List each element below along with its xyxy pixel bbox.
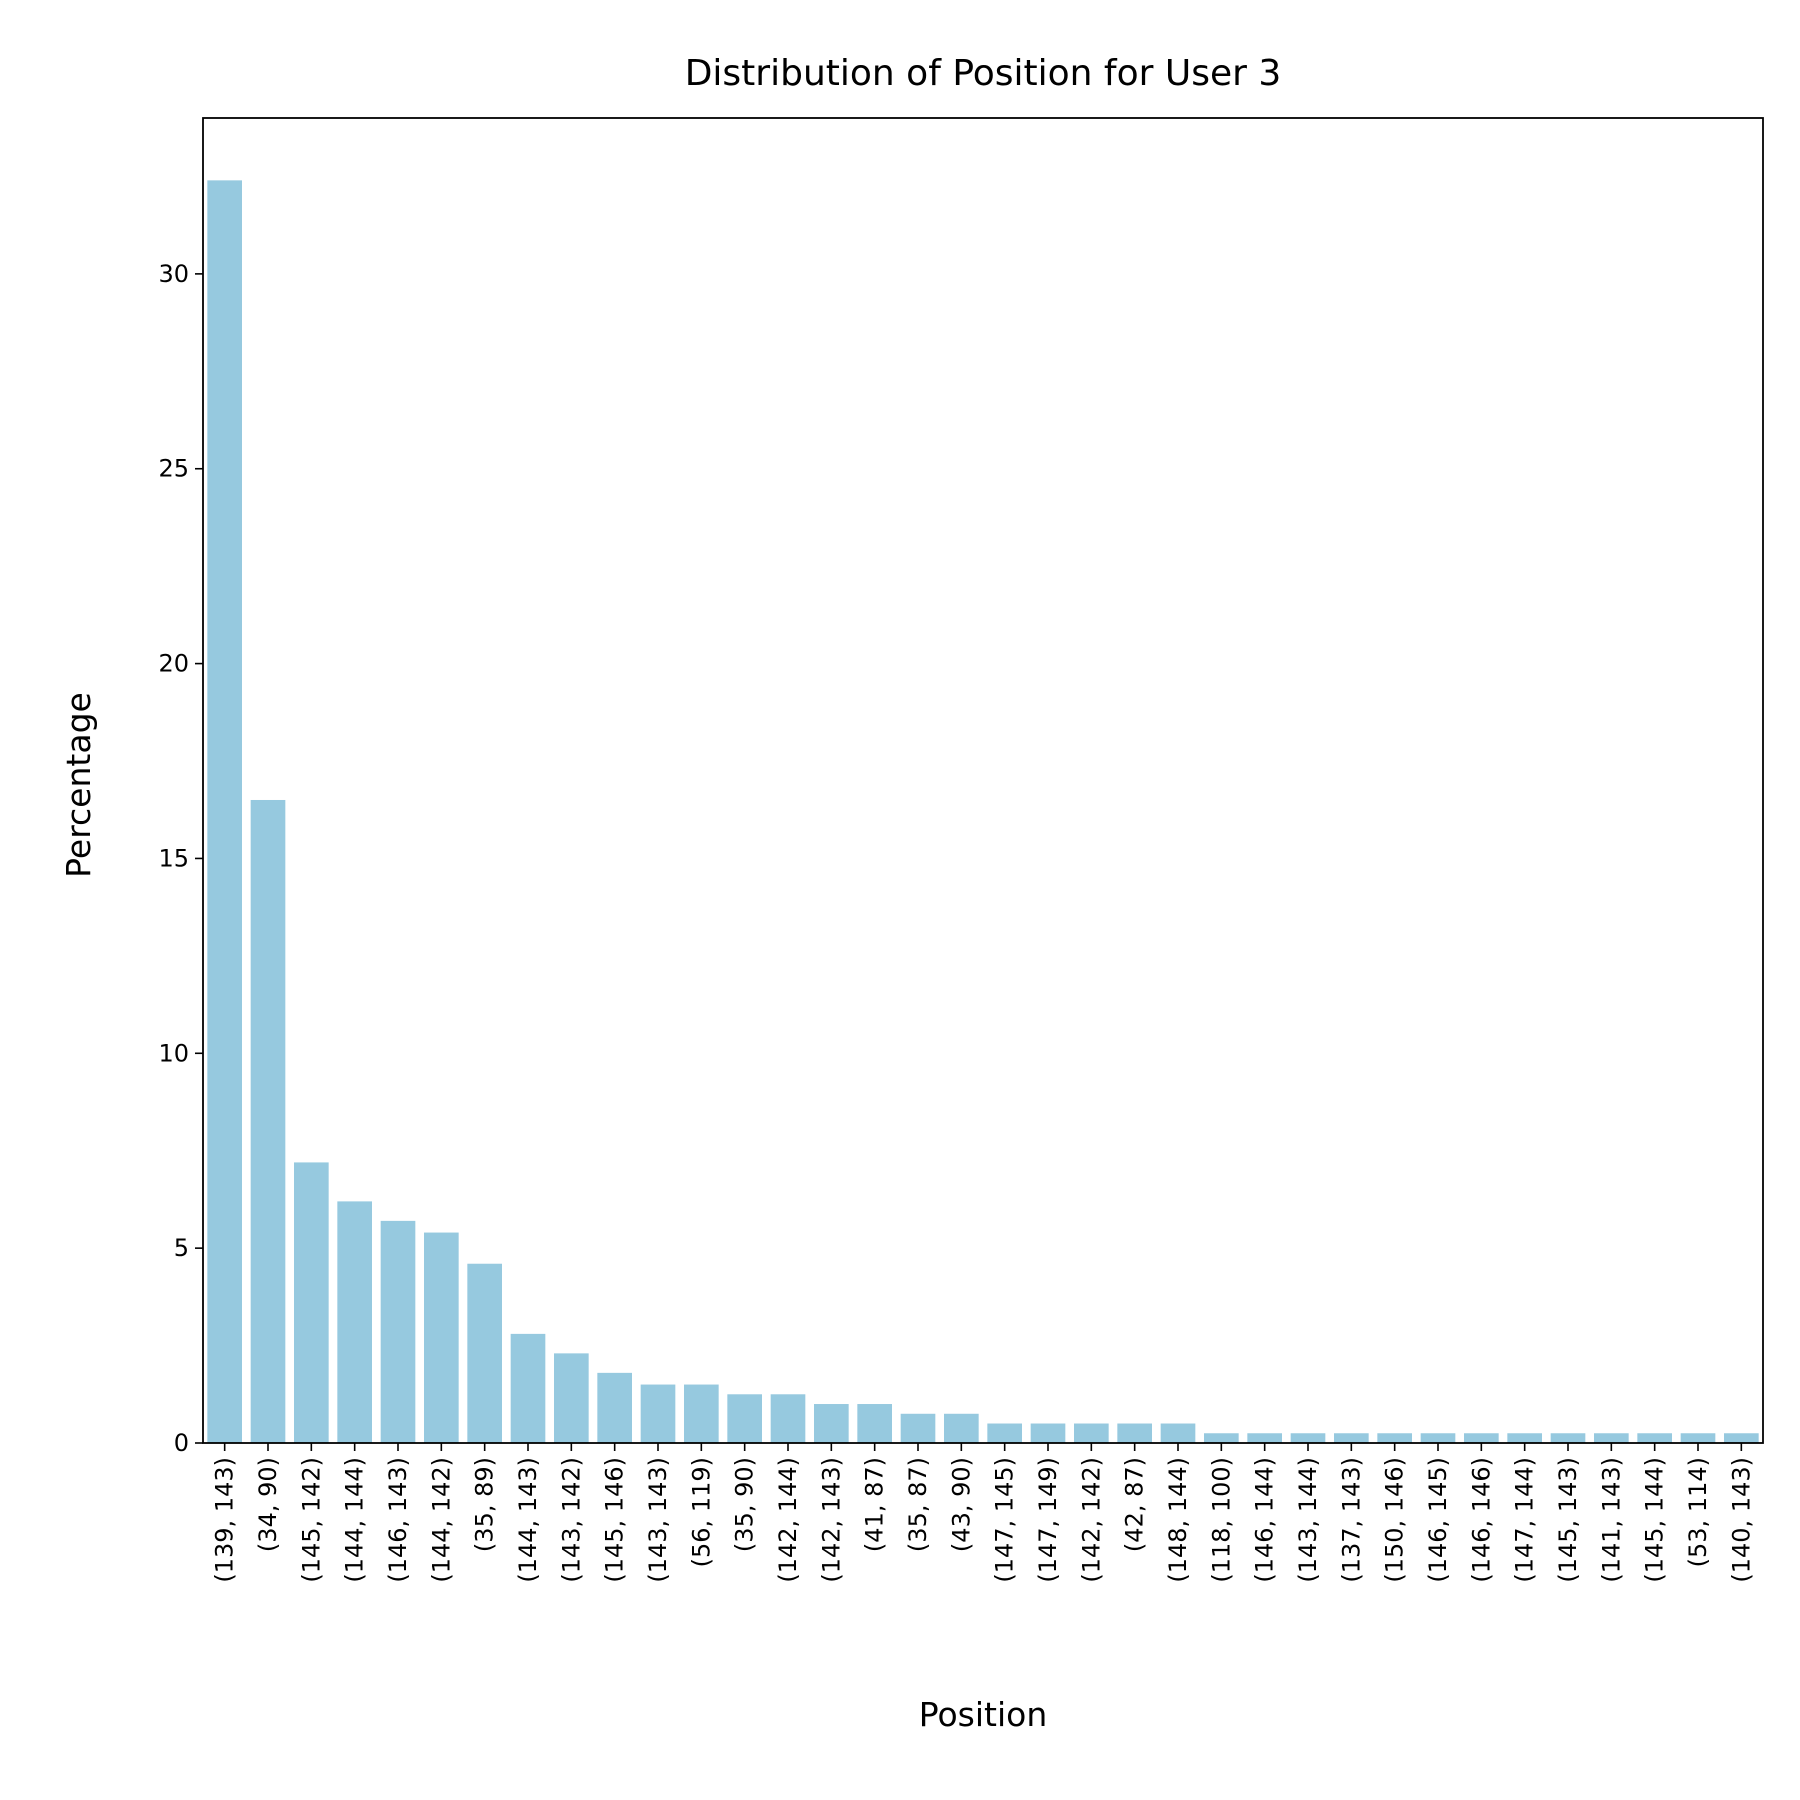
- x-tick-label: (56, 119): [687, 1457, 715, 1567]
- x-tick-label: (143, 143): [644, 1457, 672, 1583]
- x-tick-label: (145, 142): [297, 1457, 325, 1583]
- x-tick-label: (137, 143): [1337, 1457, 1365, 1583]
- bar: [250, 799, 286, 1443]
- x-tick-label: (142, 144): [774, 1457, 802, 1583]
- bar: [987, 1423, 1022, 1443]
- x-tick-label: (139, 143): [211, 1457, 239, 1583]
- y-tick-label: 25: [158, 455, 189, 483]
- y-axis: 0 5 10 15 20 25 30: [158, 260, 203, 1457]
- bar: [1334, 1433, 1369, 1443]
- bar: [554, 1353, 589, 1443]
- x-axis: (139, 143) (34, 90) (145, 142) (144, 144) (1…: [211, 1443, 1755, 1583]
- plot-frame: [202, 117, 1764, 1444]
- bar: [597, 1372, 632, 1443]
- x-tick-label: (146, 144): [1251, 1457, 1279, 1583]
- x-tick-label: (146, 143): [384, 1457, 412, 1583]
- x-tick-label: (144, 142): [427, 1457, 455, 1583]
- bar: [207, 180, 242, 1444]
- bar: [640, 1384, 676, 1443]
- x-tick-label: (146, 146): [1467, 1457, 1495, 1583]
- bar: [1507, 1433, 1542, 1443]
- bar: [1680, 1433, 1716, 1443]
- chart-title: Distribution of Position for User 3: [685, 53, 1282, 94]
- x-tick-label: (35, 87): [904, 1457, 932, 1552]
- bar: [337, 1201, 372, 1443]
- bar: [1074, 1423, 1109, 1443]
- bars-group: [207, 180, 1759, 1444]
- x-tick-label: (142, 142): [1077, 1457, 1105, 1583]
- x-tick-label: (35, 89): [471, 1457, 499, 1552]
- bar: [900, 1413, 936, 1443]
- y-tick-label: 30: [158, 260, 189, 288]
- bar: [1464, 1433, 1499, 1443]
- y-tick-label: 0: [174, 1429, 189, 1457]
- bar: [1030, 1423, 1066, 1443]
- x-tick-label: (147, 144): [1511, 1457, 1539, 1583]
- bar: [1247, 1433, 1282, 1443]
- y-tick-label: 10: [158, 1039, 189, 1067]
- x-tick-label: (145, 143): [1554, 1457, 1582, 1583]
- x-tick-label: (147, 145): [991, 1457, 1019, 1583]
- x-tick-label: (150, 146): [1381, 1457, 1409, 1583]
- bar: [1160, 1423, 1196, 1443]
- bar: [510, 1333, 546, 1443]
- x-tick-label: (144, 143): [514, 1457, 542, 1583]
- bar: [1594, 1433, 1629, 1443]
- bar: [1117, 1423, 1152, 1443]
- bar: [1724, 1433, 1759, 1443]
- y-axis-label: Percentage: [59, 692, 98, 878]
- bar: [1420, 1433, 1456, 1443]
- x-tick-label: (34, 90): [254, 1457, 282, 1552]
- x-tick-label: (141, 143): [1597, 1457, 1625, 1583]
- x-tick-label: (142, 143): [817, 1457, 845, 1583]
- x-tick-label: (145, 144): [1641, 1457, 1669, 1583]
- bar: [727, 1394, 762, 1443]
- bar: [684, 1384, 719, 1443]
- x-tick-label: (144, 144): [341, 1457, 369, 1583]
- bar: [1377, 1433, 1412, 1443]
- bar: [467, 1263, 502, 1443]
- x-tick-label: (145, 146): [601, 1457, 629, 1583]
- bar: [1550, 1433, 1586, 1443]
- x-tick-label: (146, 145): [1424, 1457, 1452, 1583]
- x-tick-label: (148, 144): [1164, 1457, 1192, 1583]
- x-axis-label: Position: [919, 1695, 1048, 1734]
- bar: [814, 1404, 849, 1443]
- x-tick-label: (42, 87): [1121, 1457, 1149, 1552]
- bar: [857, 1404, 892, 1443]
- x-tick-label: (140, 143): [1727, 1457, 1755, 1583]
- x-tick-label: (118, 100): [1207, 1457, 1235, 1583]
- bar: [1204, 1433, 1239, 1443]
- bar: [424, 1232, 459, 1443]
- x-tick-label: (143, 142): [557, 1457, 585, 1583]
- x-tick-label: (143, 144): [1294, 1457, 1322, 1583]
- y-tick-label: 20: [158, 650, 189, 678]
- x-tick-label: (35, 90): [731, 1457, 759, 1552]
- bar: [944, 1413, 979, 1443]
- y-tick-label: 15: [158, 844, 189, 872]
- x-tick-label: (41, 87): [861, 1457, 889, 1552]
- bar: [1290, 1433, 1326, 1443]
- x-tick-label: (53, 114): [1684, 1457, 1712, 1567]
- x-tick-label: (43, 90): [947, 1457, 975, 1552]
- bar: [294, 1162, 329, 1443]
- bar: [380, 1220, 416, 1443]
- y-tick-label: 5: [174, 1234, 189, 1262]
- bar: [1637, 1433, 1672, 1443]
- bar: [770, 1394, 806, 1443]
- x-tick-label: (147, 149): [1034, 1457, 1062, 1583]
